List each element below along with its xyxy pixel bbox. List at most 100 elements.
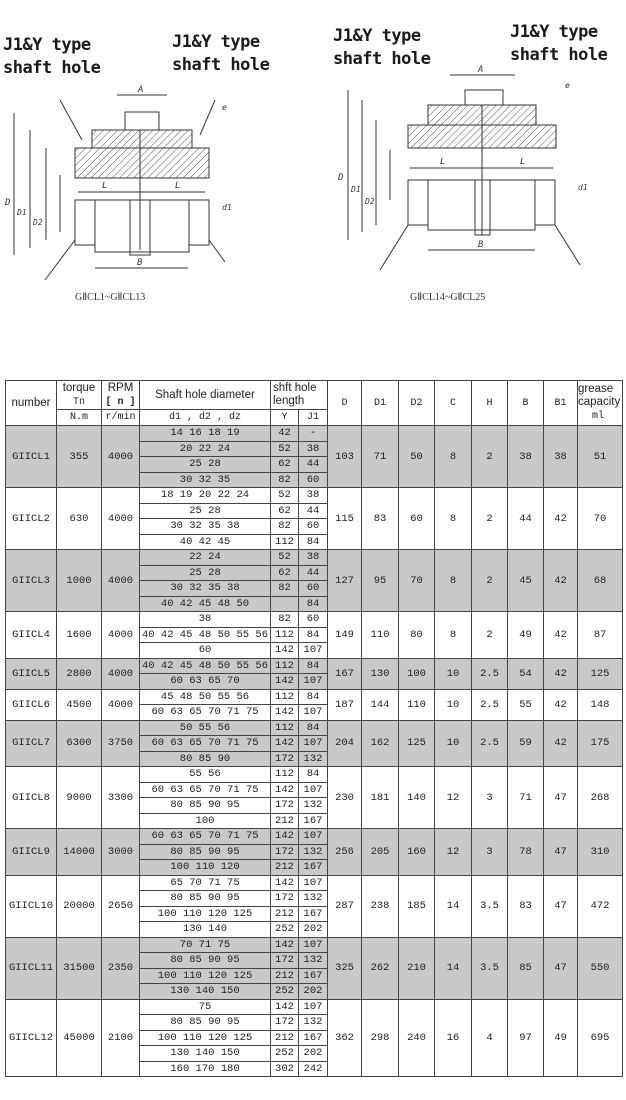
col-C: C xyxy=(434,380,473,426)
cell-length-y: 112 xyxy=(270,719,299,736)
cell-length-y: 252 xyxy=(270,983,299,1000)
cell-rpm: 4000 xyxy=(101,611,140,659)
cell-h: 2 xyxy=(471,425,509,488)
table-row: 60 63 65 70 71 75 142 107 xyxy=(6,704,623,721)
cell-length-y: 112 xyxy=(270,688,299,705)
cell-b: 59 xyxy=(507,719,545,767)
cell-c: 12 xyxy=(434,766,473,829)
cell-shaft-diameter: 30 32 35 xyxy=(139,471,271,488)
cell-d1: 162 xyxy=(361,719,400,767)
cell-torque: 1600 xyxy=(56,611,102,659)
cell-rpm: 2350 xyxy=(101,936,140,1000)
cell-b: 45 xyxy=(507,549,545,612)
cell-number: GIICL6 xyxy=(5,688,57,721)
cell-grease: 310 xyxy=(577,828,624,876)
cell-length-j1: 167 xyxy=(297,812,329,829)
cell-length-y: 142 xyxy=(270,642,299,659)
dim-e: e xyxy=(222,103,227,112)
cell-h: 2 xyxy=(471,611,509,659)
dim-A: A xyxy=(477,65,483,75)
cell-torque: 14000 xyxy=(56,828,102,876)
cell-c: 10 xyxy=(434,719,473,767)
table-row: 80 85 90 95 172 132 xyxy=(6,1014,623,1031)
table-row: 30 32 35 38 82 60 xyxy=(6,580,623,597)
cell-length-y: 142 xyxy=(270,735,299,752)
cell-d2: 100 xyxy=(398,657,436,690)
cell-length-j1: 38 xyxy=(297,549,329,566)
cell-d: 127 xyxy=(327,549,363,612)
cell-length-j1: 84 xyxy=(297,766,329,783)
cell-length-j1: 132 xyxy=(297,797,329,814)
cell-torque: 2800 xyxy=(56,657,102,690)
cell-length-y: 142 xyxy=(270,828,299,845)
cell-c: 8 xyxy=(434,487,473,550)
cell-length-j1: 38 xyxy=(297,487,329,504)
cell-rpm: 4000 xyxy=(101,657,140,690)
cell-d2: 160 xyxy=(398,828,436,876)
cell-shaft-diameter: 60 63 65 70 71 75 xyxy=(139,735,271,752)
cell-shaft-diameter: 130 140 xyxy=(139,921,271,938)
cell-rpm: 2100 xyxy=(101,998,140,1077)
cell-d: 362 xyxy=(327,998,363,1077)
cell-c: 16 xyxy=(434,998,473,1077)
cell-d: 230 xyxy=(327,766,363,829)
cell-length-j1: 132 xyxy=(297,890,329,907)
cell-c: 8 xyxy=(434,549,473,612)
cell-length-j1: 60 xyxy=(297,611,329,628)
col-D2: D2 xyxy=(398,380,436,426)
spec-table-body: GIICL1 355 4000 14 16 18 19 42-103 71 50 8 2 38 38… xyxy=(5,425,624,1077)
cell-shaft-diameter: 130 140 150 xyxy=(139,1045,271,1062)
cell-h: 3 xyxy=(471,828,509,876)
table-row: GIICL6 4500 4000 45 48 50 55 56 112 84 187 144 1… xyxy=(5,688,624,721)
cell-grease: 550 xyxy=(577,936,624,1000)
cell-number: GIICL12 xyxy=(5,998,57,1077)
cell-length-j1: 84 xyxy=(297,719,329,736)
cell-c: 10 xyxy=(434,657,473,690)
table-row: 25 28 62 44 xyxy=(6,564,623,581)
dim-D1: D1 xyxy=(350,185,361,194)
cell-number: GIICL9 xyxy=(5,828,57,876)
cell-d1: 95 xyxy=(361,549,400,612)
table-row: GIICL3 1000 4000 22 24 52 38 127 95 70 8 2 45 42 68 xyxy=(5,549,624,612)
table-row: GIICL10 20000 2650 65 70 71 75 142 107 287 238 1… xyxy=(5,874,624,938)
table-row: 60 63 65 70 71 75 142 107 xyxy=(6,735,623,752)
table-row: 100 110 120 125 212 167 xyxy=(6,1029,623,1046)
cell-length-y: 212 xyxy=(270,812,299,829)
cell-length-j1: 242 xyxy=(297,1060,329,1077)
cell-d: 103 xyxy=(327,425,363,488)
cell-length-j1: 107 xyxy=(297,936,329,953)
cell-number: GIICL8 xyxy=(5,766,57,829)
cell-d: 115 xyxy=(327,487,363,550)
cell-length-y: 172 xyxy=(270,797,299,814)
shaft-hole-label: J1&Y type shaft hole xyxy=(510,22,608,65)
col-grease: grease capacity ml xyxy=(577,380,624,426)
cell-length-j1: 132 xyxy=(297,843,329,860)
cell-length-j1: 84 xyxy=(297,626,329,643)
cell-d1: 83 xyxy=(361,487,400,550)
cell-shaft-diameter: 160 170 180 xyxy=(139,1060,271,1077)
cell-length-y: 112 xyxy=(270,766,299,783)
col-rpm: RPM [ n ] xyxy=(101,380,140,410)
table-row: 40 42 45 48 50 55 56 112 84 xyxy=(6,626,623,643)
cell-length-y: 112 xyxy=(270,533,299,550)
cell-d: 204 xyxy=(327,719,363,767)
cell-torque: 9000 xyxy=(56,766,102,829)
col-D: D xyxy=(327,380,363,426)
coupling-drawings: A L L B D D1 D2 d1 e A L L B D D1 D2 d1 … xyxy=(4,65,588,281)
cell-length-j1: 167 xyxy=(297,905,329,922)
table-row: GIICL5 2800 4000 40 42 45 48 50 55 56 112 84 1… xyxy=(5,657,624,690)
cell-grease: 70 xyxy=(577,487,624,550)
cell-torque: 20000 xyxy=(56,874,102,938)
cell-torque: 45000 xyxy=(56,998,102,1077)
cell-shaft-diameter: 100 110 120 125 xyxy=(139,905,271,922)
cell-shaft-diameter: 20 22 24 xyxy=(139,440,271,457)
cell-d1: 71 xyxy=(361,425,400,488)
cell-length-y: 142 xyxy=(270,704,299,721)
cell-shaft-diameter: 14 16 18 19 xyxy=(139,425,271,442)
dim-d1: d1 xyxy=(222,203,232,212)
cell-d2: 140 xyxy=(398,766,436,829)
cell-h: 3.5 xyxy=(471,874,509,938)
cell-shaft-diameter: 60 63 65 70 xyxy=(139,673,271,690)
cell-c: 10 xyxy=(434,688,473,721)
cell-shaft-diameter: 60 63 65 70 71 75 xyxy=(139,704,271,721)
